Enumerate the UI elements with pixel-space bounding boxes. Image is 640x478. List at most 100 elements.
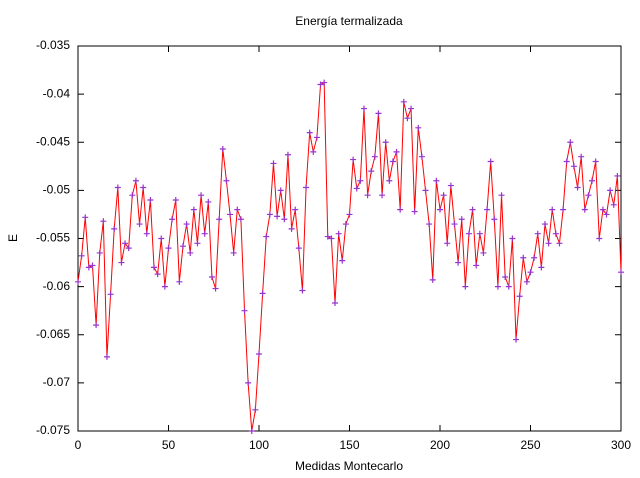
data-point bbox=[596, 235, 603, 242]
data-point bbox=[147, 197, 154, 203]
data-point bbox=[227, 211, 234, 218]
y-tick-label: -0.055 bbox=[36, 231, 70, 245]
data-point bbox=[592, 158, 599, 165]
y-axis-label: E bbox=[6, 234, 20, 242]
data-point bbox=[393, 148, 400, 155]
data-point bbox=[371, 153, 378, 160]
data-point bbox=[259, 290, 266, 297]
data-point bbox=[237, 216, 244, 223]
data-point bbox=[444, 240, 451, 247]
x-tick-label: 300 bbox=[611, 438, 631, 452]
data-point bbox=[230, 249, 237, 256]
data-point bbox=[103, 353, 110, 360]
data-point bbox=[310, 148, 317, 155]
data-point bbox=[447, 182, 454, 189]
data-point bbox=[335, 230, 342, 237]
data-point bbox=[382, 139, 389, 146]
data-point bbox=[100, 218, 107, 225]
data-point bbox=[534, 230, 541, 237]
data-point bbox=[549, 206, 556, 213]
data-point bbox=[75, 278, 81, 285]
data-point bbox=[567, 139, 574, 146]
data-point bbox=[386, 177, 393, 184]
data-point bbox=[404, 115, 411, 122]
data-point bbox=[313, 134, 320, 141]
data-point bbox=[151, 264, 158, 271]
data-point bbox=[462, 283, 469, 290]
data-point bbox=[194, 240, 201, 247]
data-point bbox=[418, 153, 425, 160]
x-tick-label: 100 bbox=[249, 438, 269, 452]
data-point bbox=[491, 216, 498, 223]
data-point bbox=[332, 299, 339, 306]
data-point bbox=[179, 243, 186, 250]
data-point bbox=[346, 211, 353, 218]
data-point bbox=[426, 221, 433, 228]
data-point bbox=[183, 221, 190, 228]
x-tick-label: 200 bbox=[430, 438, 450, 452]
data-point bbox=[212, 285, 219, 292]
data-point bbox=[223, 177, 230, 184]
data-point bbox=[136, 221, 143, 228]
data-point bbox=[140, 184, 147, 191]
data-point bbox=[154, 271, 161, 278]
data-point bbox=[589, 177, 596, 184]
data-point bbox=[328, 235, 335, 242]
data-point bbox=[603, 211, 610, 218]
data-point bbox=[321, 79, 328, 86]
data-point bbox=[360, 105, 367, 112]
data-point bbox=[324, 233, 331, 240]
data-point bbox=[520, 254, 527, 261]
y-tick-label: -0.04 bbox=[43, 86, 71, 100]
data-point bbox=[205, 198, 212, 205]
y-tick-label: -0.065 bbox=[36, 327, 70, 341]
data-point bbox=[303, 184, 310, 191]
data-point bbox=[408, 105, 415, 112]
data-point bbox=[574, 184, 581, 191]
data-point bbox=[509, 235, 516, 242]
data-line bbox=[77, 81, 622, 432]
data-point bbox=[190, 206, 197, 213]
data-point bbox=[158, 235, 165, 242]
data-point bbox=[339, 257, 346, 264]
data-point bbox=[487, 158, 494, 165]
y-tick-label: -0.045 bbox=[36, 134, 70, 148]
data-point bbox=[556, 240, 563, 247]
data-point bbox=[198, 192, 205, 199]
data-point bbox=[364, 192, 371, 199]
data-point bbox=[599, 206, 606, 213]
data-point bbox=[165, 245, 172, 252]
x-tick-label: 250 bbox=[520, 438, 540, 452]
data-point bbox=[219, 145, 226, 152]
data-point bbox=[122, 240, 129, 247]
y-tick-label: -0.07 bbox=[43, 375, 71, 389]
y-tick-label: -0.035 bbox=[36, 38, 70, 52]
data-point bbox=[389, 158, 396, 165]
data-point bbox=[614, 172, 621, 179]
data-point bbox=[523, 278, 530, 285]
data-point bbox=[531, 254, 538, 261]
data-point bbox=[538, 264, 545, 271]
data-point bbox=[292, 206, 299, 213]
data-point bbox=[208, 274, 215, 280]
data-point bbox=[111, 225, 118, 232]
data-point bbox=[245, 379, 252, 386]
data-point bbox=[473, 262, 480, 269]
data-point bbox=[89, 262, 96, 269]
data-point bbox=[552, 230, 559, 237]
data-point bbox=[85, 264, 92, 271]
data-point bbox=[281, 216, 288, 223]
data-point bbox=[143, 230, 150, 237]
data-point bbox=[545, 240, 552, 247]
data-point bbox=[306, 129, 313, 136]
data-point bbox=[350, 156, 357, 163]
data-point bbox=[129, 192, 136, 199]
data-point bbox=[125, 245, 132, 252]
data-point bbox=[161, 283, 168, 290]
x-tick-label: 150 bbox=[339, 438, 359, 452]
data-point bbox=[527, 269, 534, 276]
data-point bbox=[607, 187, 614, 194]
data-point bbox=[82, 214, 89, 221]
data-point bbox=[541, 221, 548, 228]
